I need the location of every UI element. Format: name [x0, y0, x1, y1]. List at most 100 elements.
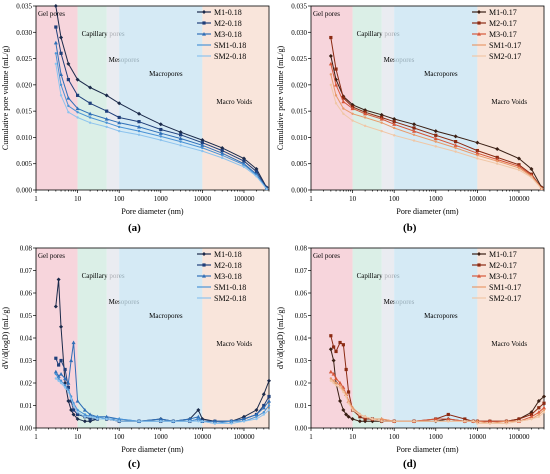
data-point [187, 417, 192, 421]
caption-b: (b) [403, 222, 417, 234]
y-tick-label: 0.07 [20, 267, 33, 275]
data-point [178, 136, 183, 141]
data-point [536, 410, 541, 414]
data-point [104, 117, 109, 121]
legend-label: M2-0.17 [489, 261, 517, 270]
data-point [137, 420, 141, 423]
x-tick-label: 100 [114, 195, 125, 203]
x-tick-label: 10 [349, 433, 357, 441]
data-point [454, 140, 458, 144]
data-point [88, 121, 92, 124]
data-point [380, 129, 383, 133]
region-band [381, 248, 395, 428]
legend-label: M2-0.18 [214, 261, 242, 270]
data-point [54, 372, 58, 376]
data-point [59, 94, 63, 97]
legend-marker [477, 252, 481, 256]
x-tick-label: 10000 [194, 433, 212, 441]
region-band [106, 248, 120, 428]
y-tick-label: 0.025 [291, 55, 307, 63]
y-tick-label: 0.015 [291, 108, 307, 116]
data-point [67, 104, 70, 108]
data-point [351, 112, 354, 115]
x-tick-label: 100000 [508, 433, 530, 441]
data-point [328, 347, 333, 352]
data-point [341, 343, 345, 347]
region-band [119, 248, 203, 428]
data-point [158, 131, 163, 135]
legend-label: M1-0.17 [489, 8, 517, 17]
data-point [475, 151, 480, 155]
y-tick-label: 0.005 [291, 160, 307, 168]
data-point [71, 408, 76, 412]
data-point [66, 61, 71, 66]
data-point [517, 420, 521, 423]
data-point [328, 61, 333, 66]
data-point [328, 53, 333, 58]
data-point [472, 420, 475, 423]
data-point [255, 415, 258, 418]
data-point [105, 121, 108, 124]
data-point [137, 111, 142, 116]
legend-marker [202, 263, 206, 267]
data-point [59, 381, 63, 385]
data-point [54, 356, 58, 360]
legend-label: M1-0.18 [214, 250, 242, 259]
y-axis-title: Cumulative pore volume (mL/g) [1, 46, 10, 151]
data-point [265, 187, 268, 191]
data-point [59, 51, 63, 55]
data-point [487, 419, 492, 423]
data-point [433, 136, 438, 141]
y-tick-label: 0.010 [291, 134, 307, 142]
x-tick-label: 10 [349, 195, 357, 203]
data-point [344, 395, 348, 398]
data-point [537, 406, 541, 410]
region-band [381, 6, 395, 190]
x-tick-label: 100000 [508, 195, 530, 203]
y-tick-label: 0.02 [20, 380, 33, 388]
data-point [230, 422, 233, 425]
data-point [53, 304, 58, 309]
data-point [371, 417, 374, 421]
data-point [380, 417, 383, 421]
data-point [221, 154, 224, 157]
y-tick-label: 0.03 [295, 357, 308, 365]
data-point [67, 110, 70, 114]
region-label: Capillary pores [357, 272, 400, 280]
region-label: Macropores [424, 70, 458, 78]
data-point [529, 414, 534, 419]
data-point [63, 384, 67, 387]
data-point [496, 159, 499, 163]
x-tick-label: 100000 [233, 195, 255, 203]
data-point [75, 93, 80, 97]
data-point [516, 156, 521, 161]
data-point [201, 420, 204, 423]
data-point [346, 414, 351, 419]
data-point [447, 420, 450, 423]
data-point [540, 187, 543, 191]
data-point [495, 146, 500, 151]
data-point [200, 138, 205, 143]
data-point [542, 401, 546, 405]
data-point [262, 413, 266, 416]
data-point [220, 151, 225, 155]
data-point [66, 78, 70, 82]
data-point [542, 408, 546, 412]
data-point [137, 120, 141, 124]
data-point [412, 126, 416, 130]
x-tick-label: 100000 [233, 433, 255, 441]
x-tick-label: 1000 [429, 433, 444, 441]
y-tick-label: 0.02 [295, 380, 308, 388]
data-point [57, 379, 60, 382]
x-tick-label: 1 [309, 195, 313, 203]
data-point [338, 399, 343, 403]
data-point [56, 277, 61, 282]
data-point [96, 417, 99, 421]
x-tick-label: 1 [34, 433, 38, 441]
region-label: Capillary pores [357, 30, 400, 38]
